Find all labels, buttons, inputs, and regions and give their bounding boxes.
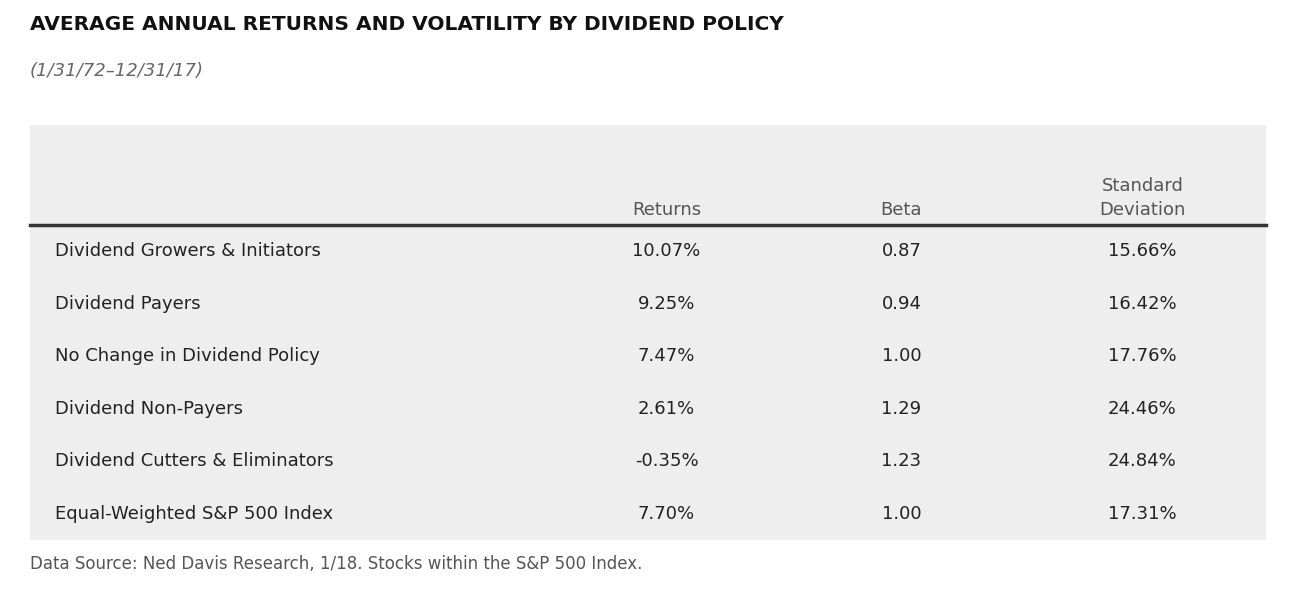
Text: Dividend Growers & Initiators: Dividend Growers & Initiators — [54, 242, 321, 260]
Text: Dividend Payers: Dividend Payers — [54, 295, 201, 313]
Text: 24.46%: 24.46% — [1108, 400, 1177, 418]
Text: 1.00: 1.00 — [881, 504, 921, 523]
Text: 16.42%: 16.42% — [1108, 295, 1177, 313]
Text: Returns: Returns — [632, 201, 701, 219]
Text: 24.84%: 24.84% — [1108, 452, 1177, 470]
Text: 1.00: 1.00 — [881, 347, 921, 365]
Text: Dividend Cutters & Eliminators: Dividend Cutters & Eliminators — [54, 452, 333, 470]
Text: -0.35%: -0.35% — [635, 452, 699, 470]
Text: 17.76%: 17.76% — [1108, 347, 1177, 365]
Text: 17.31%: 17.31% — [1108, 504, 1177, 523]
Text: Equal-Weighted S&P 500 Index: Equal-Weighted S&P 500 Index — [54, 504, 333, 523]
Text: Standard
Deviation: Standard Deviation — [1099, 178, 1186, 219]
Bar — [30, 125, 1266, 540]
Text: Beta: Beta — [880, 201, 923, 219]
Text: 0.87: 0.87 — [881, 242, 921, 260]
Text: 1.23: 1.23 — [881, 452, 921, 470]
Text: 2.61%: 2.61% — [638, 400, 695, 418]
Text: AVERAGE ANNUAL RETURNS AND VOLATILITY BY DIVIDEND POLICY: AVERAGE ANNUAL RETURNS AND VOLATILITY BY… — [30, 15, 784, 34]
Text: 1.29: 1.29 — [881, 400, 921, 418]
Text: Dividend Non-Payers: Dividend Non-Payers — [54, 400, 244, 418]
Text: 9.25%: 9.25% — [638, 295, 695, 313]
Text: Data Source: Ned Davis Research, 1/18. Stocks within the S&P 500 Index.: Data Source: Ned Davis Research, 1/18. S… — [30, 555, 643, 573]
Text: 15.66%: 15.66% — [1108, 242, 1177, 260]
Text: 0.94: 0.94 — [881, 295, 921, 313]
Text: (1/31/72–12/31/17): (1/31/72–12/31/17) — [30, 62, 203, 80]
Text: 7.70%: 7.70% — [638, 504, 695, 523]
Text: 10.07%: 10.07% — [632, 242, 701, 260]
Text: No Change in Dividend Policy: No Change in Dividend Policy — [54, 347, 320, 365]
Text: 7.47%: 7.47% — [638, 347, 695, 365]
